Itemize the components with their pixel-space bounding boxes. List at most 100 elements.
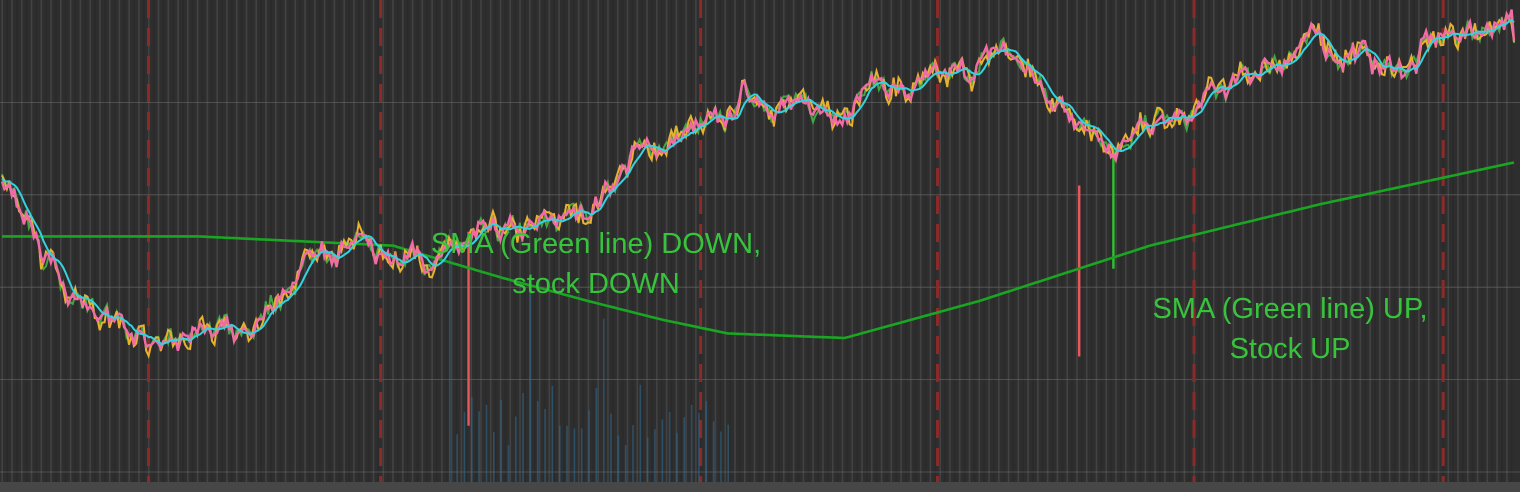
volume-stripe	[69, 0, 72, 482]
volume-stripe	[20, 0, 23, 482]
volume-stripe	[1120, 0, 1122, 482]
volume-stripe	[1076, 0, 1078, 482]
volume-stripe	[328, 0, 331, 482]
volume-stripe	[1325, 0, 1327, 482]
volume-stripe	[651, 0, 653, 482]
volume-stripe	[827, 0, 829, 482]
annotation-sma-down-line2: stock DOWN	[512, 268, 680, 300]
volume-stripe	[1056, 0, 1059, 482]
volume-bar	[544, 408, 546, 482]
volume-bar	[507, 445, 510, 482]
volume-stripe	[514, 0, 516, 482]
volume-stripe	[670, 0, 673, 482]
volume-stripe	[993, 0, 995, 482]
volume-stripe	[1398, 0, 1401, 482]
volume-stripe	[773, 0, 775, 482]
volume-stripe	[778, 0, 780, 482]
volume-stripe	[660, 0, 663, 482]
volume-stripe	[1066, 0, 1068, 482]
volume-bar	[580, 428, 583, 482]
volume-stripe	[631, 0, 634, 482]
volume-stripe	[714, 0, 717, 482]
volume-stripe	[1159, 0, 1161, 482]
volume-stripe	[431, 0, 433, 482]
volume-stripe	[162, 0, 165, 482]
volume-stripe	[519, 0, 521, 482]
volume-stripe	[856, 0, 858, 482]
volume-stripe	[929, 0, 932, 482]
volume-stripe	[1379, 0, 1381, 482]
volume-stripe	[50, 0, 52, 482]
volume-stripe	[1041, 0, 1044, 482]
volume-stripe	[240, 0, 243, 482]
volume-bar	[727, 424, 730, 482]
volume-stripe	[1222, 0, 1225, 482]
volume-stripe	[265, 0, 267, 482]
volume-bar	[705, 401, 708, 482]
volume-stripe	[998, 0, 1000, 482]
volume-stripe	[1178, 0, 1181, 482]
volume-stripe	[1173, 0, 1176, 482]
volume-stripe	[382, 0, 385, 482]
volume-stripe	[812, 0, 814, 482]
volume-bar	[683, 417, 686, 482]
volume-stripe	[533, 0, 536, 482]
volume-stripe	[758, 0, 761, 482]
volume-stripe	[1276, 0, 1279, 482]
volume-stripe	[250, 0, 253, 482]
volume-stripe	[1252, 0, 1254, 482]
volume-stripe	[900, 0, 902, 482]
sma-series	[2, 161, 1515, 340]
volume-stripe	[25, 0, 28, 482]
volume-stripe	[494, 0, 497, 482]
volume-bar	[551, 385, 554, 482]
volume-stripe	[1105, 0, 1108, 482]
volume-stripe	[1335, 0, 1337, 482]
volume-stripe	[152, 0, 155, 482]
volume-stripe	[988, 0, 990, 482]
fast-ma-series	[1, 18, 1515, 345]
volume-stripe	[1027, 0, 1029, 482]
volume-stripe	[1423, 0, 1425, 482]
volume-stripe	[333, 0, 336, 482]
volume-stripe	[157, 0, 160, 482]
volume-stripe	[118, 0, 121, 482]
volume-stripe	[724, 0, 727, 482]
volume-stripe	[1, 0, 3, 482]
volume-stripe	[1291, 0, 1293, 482]
volume-stripe	[1110, 0, 1112, 482]
volume-stripe	[245, 0, 248, 482]
scroll-bar[interactable]	[0, 482, 1520, 492]
volume-bar	[639, 384, 642, 482]
volume-stripe	[895, 0, 898, 482]
volume-stripe	[612, 0, 614, 482]
volume-stripe	[1364, 0, 1366, 482]
volume-stripe	[866, 0, 868, 482]
volume-stripe	[1320, 0, 1323, 482]
volume-stripe	[729, 0, 731, 482]
volume-stripe	[1090, 0, 1093, 482]
volume-stripe	[1393, 0, 1396, 482]
volume-stripe	[1418, 0, 1420, 482]
volume-stripe	[123, 0, 126, 482]
volume-stripe	[128, 0, 131, 482]
volume-stripe	[787, 0, 790, 482]
volume-stripe	[211, 0, 214, 482]
volume-stripe	[763, 0, 766, 482]
volume-stripe	[323, 0, 326, 482]
volume-stripe	[1349, 0, 1352, 482]
volume-stripe	[973, 0, 976, 482]
volume-stripe	[685, 0, 687, 482]
volume-stripe	[485, 0, 487, 482]
volume-stripe	[880, 0, 883, 482]
volume-stripe	[1447, 0, 1450, 482]
volume-stripe	[1457, 0, 1459, 482]
volume-stripe	[133, 0, 135, 482]
volume-stripe	[1227, 0, 1230, 482]
volume-bar	[617, 435, 620, 482]
volume-stripe	[529, 0, 531, 482]
volume-stripe	[890, 0, 893, 482]
volume-bar	[558, 425, 561, 482]
volume-bar	[536, 401, 539, 482]
